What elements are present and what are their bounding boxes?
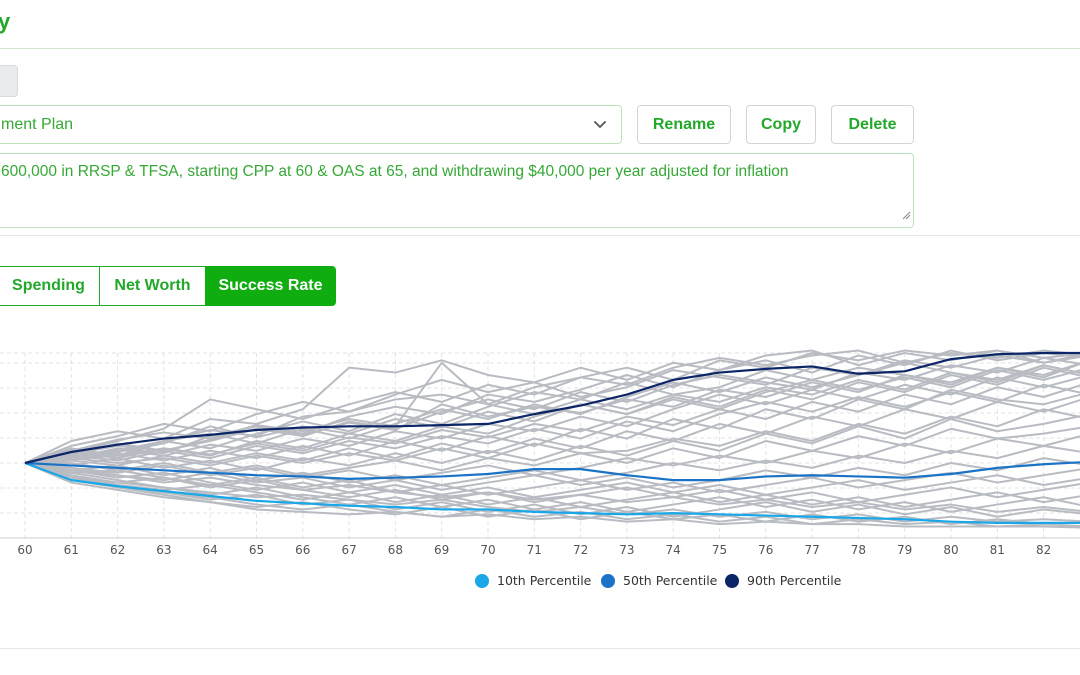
- resize-grip-icon[interactable]: [901, 207, 911, 225]
- header-divider: [0, 48, 1080, 49]
- legend-item-p90[interactable]: 90th Percentile: [725, 573, 841, 588]
- x-tick-label: 71: [527, 543, 542, 557]
- x-tick-label: 74: [666, 543, 681, 557]
- toolbar-button[interactable]: [0, 65, 18, 97]
- percentile-50-line: [24, 461, 1080, 482]
- simulation-line: [24, 462, 1080, 513]
- legend-item-p10[interactable]: 10th Percentile: [475, 573, 591, 588]
- simulation-line: [24, 462, 1080, 508]
- legend-label-p90: 90th Percentile: [747, 573, 842, 588]
- plan-description-text: 600,000 in RRSP & TFSA, starting CPP at …: [1, 163, 789, 180]
- delete-button[interactable]: Delete: [831, 105, 914, 144]
- x-tick-label: 81: [990, 543, 1005, 557]
- plan-select-value: ment Plan: [1, 116, 74, 133]
- legend-marker-p50: [601, 573, 615, 588]
- chevron-down-icon: [593, 117, 607, 136]
- simulation-line: [24, 384, 1080, 464]
- percentile-90-line: [24, 351, 1080, 465]
- x-tick-label: 69: [434, 543, 449, 557]
- x-tick-label: 80: [943, 543, 958, 557]
- simulation-line: [24, 361, 1080, 464]
- x-tick-label: 65: [249, 543, 264, 557]
- legend-marker-p90: [725, 573, 739, 588]
- simulation-line: [24, 457, 1080, 491]
- x-tick-label: 64: [203, 543, 218, 557]
- section-divider: [0, 235, 1080, 236]
- x-tick-label: 61: [64, 543, 79, 557]
- legend-item-p50[interactable]: 50th Percentile: [601, 573, 717, 588]
- x-tick-label: 76: [758, 543, 773, 557]
- plan-select[interactable]: ment Plan: [0, 105, 622, 144]
- simulation-line: [24, 383, 1080, 464]
- x-tick-label: 66: [295, 543, 310, 557]
- x-tick-label: 63: [156, 543, 171, 557]
- x-tick-label: 67: [341, 543, 356, 557]
- x-tick-label: 77: [804, 543, 819, 557]
- legend-marker-p10: [475, 573, 489, 588]
- simulation-line: [24, 415, 1080, 472]
- simulation-line: [24, 462, 1080, 496]
- x-tick-label: 78: [851, 543, 866, 557]
- simulation-line: [24, 444, 1080, 486]
- success-rate-chart: 60 61 62 63 64 65 66 67 68 69 70 71 72 73 74 75 76 77 78 79…: [0, 349, 1080, 557]
- x-tick-label: 68: [388, 543, 403, 557]
- percentile-10-line: [24, 461, 1080, 524]
- simulation-line: [24, 408, 1080, 467]
- tab-spending[interactable]: Spending: [0, 266, 100, 306]
- simulation-line: [24, 462, 1080, 529]
- x-tick-label: 82: [1036, 543, 1051, 557]
- simulation-line: [25, 426, 1080, 477]
- x-tick-label: 79: [897, 543, 912, 557]
- x-tick-label: 75: [712, 543, 727, 557]
- legend-label-p10: 10th Percentile: [497, 573, 592, 588]
- simulation-line: [24, 349, 1080, 464]
- simulation-line: [24, 462, 1080, 499]
- plan-description-field[interactable]: 600,000 in RRSP & TFSA, starting CPP at …: [0, 153, 914, 228]
- view-tabs: Spending Net Worth Success Rate: [0, 266, 336, 306]
- x-tick-label: 62: [110, 543, 125, 557]
- header-title: y: [0, 9, 11, 34]
- simulation-line: [24, 388, 1080, 464]
- tab-success-rate[interactable]: Success Rate: [205, 266, 336, 306]
- rename-button[interactable]: Rename: [637, 105, 731, 144]
- x-tick-label: 70: [480, 543, 495, 557]
- legend-label-p50: 50th Percentile: [623, 573, 718, 588]
- footer-divider: [0, 648, 1080, 649]
- simulation-line: [24, 366, 1080, 464]
- simulation-line: [24, 462, 1080, 513]
- tab-net-worth[interactable]: Net Worth: [99, 266, 206, 306]
- simulation-line: [24, 462, 1080, 523]
- chart-legend: 10th Percentile 50th Percentile 90th Per…: [0, 573, 1080, 593]
- simulation-line: [24, 349, 1080, 464]
- simulation-line: [24, 462, 1080, 528]
- copy-button[interactable]: Copy: [746, 105, 816, 144]
- x-tick-label: 72: [573, 543, 588, 557]
- x-tick-label: 60: [17, 543, 32, 557]
- x-tick-label: 73: [619, 543, 634, 557]
